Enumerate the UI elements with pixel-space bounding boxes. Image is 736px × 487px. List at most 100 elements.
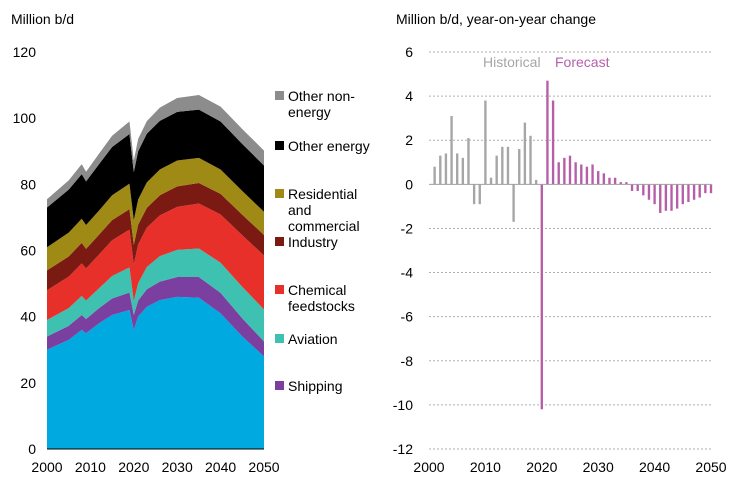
right-ytick-label-8: 4 — [405, 88, 413, 104]
bar-historical-2009 — [478, 184, 481, 205]
right-xtick-label-2: 2020 — [526, 459, 557, 475]
legend-label-0: Other non-energy — [288, 88, 355, 120]
forecast-annotation: Forecast — [555, 54, 610, 70]
bar-historical-2005 — [456, 153, 459, 185]
right-xtick-label-0: 2000 — [413, 459, 444, 475]
area-layer-2 — [47, 248, 264, 342]
right-xtick-label-5: 2050 — [695, 459, 726, 475]
legend-label-2: Residential and commercial — [288, 186, 360, 234]
right-ytick-label-5: -2 — [401, 220, 414, 236]
bar-forecast-2031 — [602, 173, 606, 185]
right-ytick-label-3: -6 — [401, 309, 414, 325]
right-ytick-label-2: -8 — [401, 353, 414, 369]
bar-forecast-2030 — [597, 171, 600, 185]
bar-historical-2002 — [439, 155, 442, 185]
area-layer-6 — [47, 109, 264, 248]
bar-forecast-2023 — [557, 162, 560, 185]
right-ylabel: Million b/d, year-on-year change — [396, 11, 596, 27]
bar-historical-2019 — [534, 179, 538, 185]
bar-forecast-2044 — [675, 184, 679, 209]
left-ytick-label-6: 120 — [13, 44, 37, 60]
legend-label-4: Chemical feedstocks — [288, 282, 355, 314]
bar-forecast-2041 — [659, 184, 662, 214]
bar-forecast-2045 — [681, 184, 684, 205]
area-layer-1 — [47, 276, 264, 357]
bar-forecast-2020 — [540, 184, 543, 410]
left-ytick-label-2: 40 — [20, 309, 36, 325]
area-layer-5 — [47, 157, 264, 271]
bar-historical-2018 — [529, 135, 532, 185]
left-ytick-label-4: 80 — [20, 176, 36, 192]
bar-forecast-2024 — [563, 157, 566, 185]
bar-forecast-2029 — [591, 164, 594, 185]
bar-historical-2006 — [461, 157, 465, 185]
bar-forecast-2025 — [568, 155, 572, 185]
bar-forecast-2048 — [698, 184, 701, 198]
bar-forecast-2040 — [653, 184, 656, 205]
bar-forecast-2042 — [664, 184, 668, 211]
legend-swatch-1 — [275, 141, 284, 150]
bar-forecast-2022 — [551, 100, 555, 185]
historical-annotation: Historical — [483, 54, 541, 70]
right-ytick-label-1: -10 — [393, 397, 413, 413]
left-ylabel: Million b/d — [11, 11, 74, 27]
right-ytick-label-9: 6 — [405, 44, 413, 60]
bar-forecast-2035 — [625, 182, 628, 185]
legend-swatch-5 — [275, 334, 284, 343]
bar-historical-2001 — [433, 166, 436, 185]
right-bars — [433, 80, 713, 410]
right-xtick-label-4: 2040 — [639, 459, 670, 475]
right-gridlines — [429, 51, 711, 450]
right-ytick-label-4: -4 — [401, 265, 414, 281]
right-xtick-label-3: 2030 — [583, 459, 614, 475]
right-ytick-label-0: -12 — [393, 441, 413, 457]
bar-historical-2008 — [472, 184, 476, 205]
bar-forecast-2036 — [630, 184, 634, 191]
legend-swatch-2 — [275, 189, 284, 198]
legend-swatch-3 — [275, 237, 284, 246]
left-ytick-label-3: 60 — [20, 243, 36, 259]
left-xtick-label-1: 2010 — [75, 459, 106, 475]
legend-label-6: Shipping — [288, 378, 343, 394]
left-xtick-label-2: 2020 — [118, 459, 149, 475]
left-xtick-label-4: 2040 — [205, 459, 236, 475]
bar-historical-2007 — [467, 138, 470, 185]
bar-forecast-2038 — [642, 184, 645, 196]
bar-forecast-2027 — [580, 164, 583, 185]
legend-swatch-6 — [275, 381, 284, 390]
bar-forecast-2047 — [692, 184, 696, 200]
bar-forecast-2037 — [636, 184, 639, 191]
area-layer-4 — [47, 183, 264, 291]
bar-historical-2003 — [444, 153, 448, 185]
left-ytick-label-0: 0 — [28, 441, 36, 457]
area-layer-7 — [47, 95, 264, 208]
right-ytick-label-6: 0 — [405, 176, 413, 192]
bar-forecast-2028 — [585, 166, 589, 185]
bar-historical-2010 — [484, 100, 487, 185]
right-ytick-label-7: 2 — [405, 132, 413, 148]
bar-forecast-2043 — [670, 184, 673, 211]
bar-historical-2011 — [489, 177, 493, 185]
bar-forecast-2049 — [704, 184, 707, 194]
bar-forecast-2021 — [546, 80, 549, 185]
bar-historical-2017 — [523, 122, 527, 185]
bar-historical-2013 — [501, 146, 504, 185]
left-xtick-label-3: 2030 — [162, 459, 193, 475]
right-bar-chart: Million b/d, year-on-year change -12 -10 -… — [393, 11, 727, 475]
bar-historical-2014 — [506, 146, 510, 185]
left-area-layers — [47, 95, 264, 449]
area-layer-3 — [47, 203, 264, 320]
legend-label-1: Other energy — [288, 138, 370, 154]
legend-label-5: Aviation — [288, 331, 338, 347]
right-axes: -12 -10 -8 -6 -4 -2 0 2 4 6 2000 2010 2020 2030 2040 20… — [393, 44, 727, 475]
legend-swatch-4 — [275, 285, 284, 294]
left-xtick-label-5: 2050 — [248, 459, 279, 475]
left-xtick-label-0: 2000 — [31, 459, 62, 475]
legend-swatch-0 — [275, 91, 284, 100]
bar-forecast-2032 — [608, 177, 611, 185]
bar-forecast-2039 — [647, 184, 651, 200]
left-legend: Other non-energy Other energy Residential a… — [275, 88, 370, 394]
